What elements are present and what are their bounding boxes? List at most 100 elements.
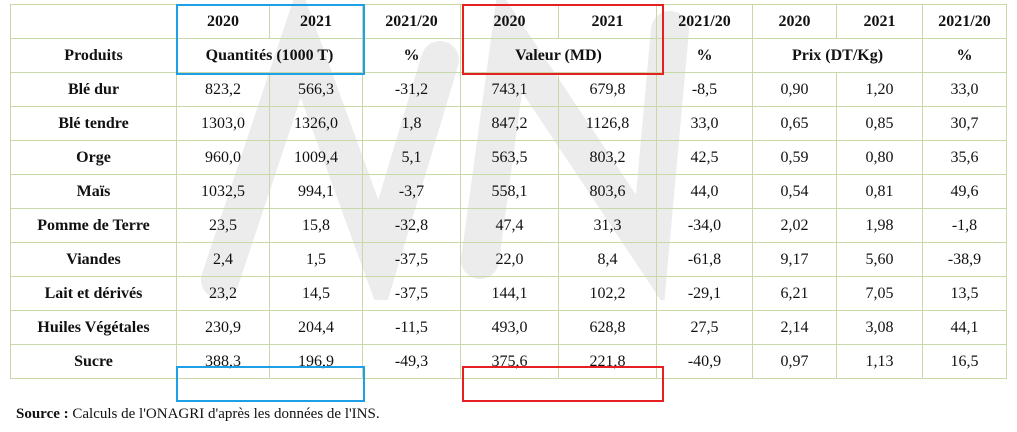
value-cell: 803,2 — [558, 140, 657, 175]
header-ratio: 2021/20 — [656, 4, 753, 39]
value-cell: 388,3 — [176, 344, 270, 379]
value-cell: 743,1 — [460, 72, 559, 107]
value-cell: -34,0 — [656, 208, 753, 243]
value-cell: 13,5 — [922, 276, 1007, 311]
value-cell: 0,85 — [836, 106, 923, 141]
value-cell: -31,2 — [362, 72, 461, 107]
value-cell: 30,7 — [922, 106, 1007, 141]
value-cell: -37,5 — [362, 276, 461, 311]
value-cell: 1032,5 — [176, 174, 270, 209]
product-name: Sucre — [10, 344, 177, 379]
header-year: 2020 — [176, 4, 270, 39]
table-row: Huiles Végétales 230,9 204,4 -11,5 493,0 628,… — [10, 310, 1007, 345]
header-ratio: 2021/20 — [362, 4, 461, 39]
value-cell: 5,60 — [836, 242, 923, 277]
value-cell: 42,5 — [656, 140, 753, 175]
value-cell: 35,6 — [922, 140, 1007, 175]
value-cell: 1,13 — [836, 344, 923, 379]
value-cell: 9,17 — [752, 242, 837, 277]
header-year: 2020 — [460, 4, 559, 39]
value-cell: 33,0 — [656, 106, 753, 141]
value-cell: 15,8 — [269, 208, 363, 243]
table-row: Lait et dérivés 23,2 14,5 -37,5 144,1 102,2 -2… — [10, 276, 1007, 311]
product-name: Huiles Végétales — [10, 310, 177, 345]
value-cell: 6,21 — [752, 276, 837, 311]
value-cell: -37,5 — [362, 242, 461, 277]
header-valeur: Valeur (MD) — [460, 38, 657, 73]
value-cell: 558,1 — [460, 174, 559, 209]
value-cell: 3,08 — [836, 310, 923, 345]
value-cell: -1,8 — [922, 208, 1007, 243]
value-cell: -8,5 — [656, 72, 753, 107]
value-cell: 230,9 — [176, 310, 270, 345]
value-cell: 8,4 — [558, 242, 657, 277]
header-produits: Produits — [10, 38, 177, 73]
product-name: Orge — [10, 140, 177, 175]
value-cell: 375,6 — [460, 344, 559, 379]
value-cell: 566,3 — [269, 72, 363, 107]
value-cell: -29,1 — [656, 276, 753, 311]
header-prix: Prix (DT/Kg) — [752, 38, 923, 73]
value-cell: 1303,0 — [176, 106, 270, 141]
value-cell: 0,97 — [752, 344, 837, 379]
value-cell: 1,5 — [269, 242, 363, 277]
header-percent: % — [362, 38, 461, 73]
value-cell: 22,0 — [460, 242, 559, 277]
value-cell: 23,5 — [176, 208, 270, 243]
table-row: Blé dur 823,2 566,3 -31,2 743,1 679,8 -8,5 0,90… — [10, 72, 1007, 107]
product-name: Blé dur — [10, 72, 177, 107]
product-name: Pomme de Terre — [10, 208, 177, 243]
value-cell: -32,8 — [362, 208, 461, 243]
value-cell: -61,8 — [656, 242, 753, 277]
value-cell: 7,05 — [836, 276, 923, 311]
value-cell: 2,14 — [752, 310, 837, 345]
value-cell: 823,2 — [176, 72, 270, 107]
value-cell: 1,98 — [836, 208, 923, 243]
value-cell: 1009,4 — [269, 140, 363, 175]
value-cell: 2,02 — [752, 208, 837, 243]
value-cell: 49,6 — [922, 174, 1007, 209]
table-row: Sucre 388,3 196,9 -49,3 375,6 221,8 -40,9 0,97 1… — [10, 344, 1007, 379]
value-cell: 628,8 — [558, 310, 657, 345]
value-cell: 960,0 — [176, 140, 270, 175]
value-cell: 44,0 — [656, 174, 753, 209]
product-name: Lait et dérivés — [10, 276, 177, 311]
value-cell: 31,3 — [558, 208, 657, 243]
value-cell: 16,5 — [922, 344, 1007, 379]
value-cell: 5,1 — [362, 140, 461, 175]
value-cell: -40,9 — [656, 344, 753, 379]
value-cell: 23,2 — [176, 276, 270, 311]
value-cell: 221,8 — [558, 344, 657, 379]
value-cell: 0,54 — [752, 174, 837, 209]
value-cell: 33,0 — [922, 72, 1007, 107]
header-year: 2021 — [836, 4, 923, 39]
header-year: 2021 — [269, 4, 363, 39]
table-row: Orge 960,0 1009,4 5,1 563,5 803,2 42,5 0,59 0,80… — [10, 140, 1007, 175]
table-row: Viandes 2,4 1,5 -37,5 22,0 8,4 -61,8 9,17 5,60 -3… — [10, 242, 1007, 277]
value-cell: 204,4 — [269, 310, 363, 345]
header-quantites: Quantités (1000 T) — [176, 38, 363, 73]
value-cell: 0,81 — [836, 174, 923, 209]
value-cell: 803,6 — [558, 174, 657, 209]
product-name: Maïs — [10, 174, 177, 209]
value-cell: 1326,0 — [269, 106, 363, 141]
value-cell: 0,80 — [836, 140, 923, 175]
value-cell: 0,59 — [752, 140, 837, 175]
value-cell: -3,7 — [362, 174, 461, 209]
value-cell: -49,3 — [362, 344, 461, 379]
value-cell: 27,5 — [656, 310, 753, 345]
header-year: 2021 — [558, 4, 657, 39]
value-cell: 1,8 — [362, 106, 461, 141]
value-cell: 102,2 — [558, 276, 657, 311]
value-cell: 679,8 — [558, 72, 657, 107]
table-row: Blé tendre 1303,0 1326,0 1,8 847,2 1126,8 33,0… — [10, 106, 1007, 141]
header-percent: % — [922, 38, 1007, 73]
header-percent: % — [656, 38, 753, 73]
value-cell: 493,0 — [460, 310, 559, 345]
value-cell: 196,9 — [269, 344, 363, 379]
product-name: Blé tendre — [10, 106, 177, 141]
value-cell: 0,90 — [752, 72, 837, 107]
value-cell: 2,4 — [176, 242, 270, 277]
value-cell: 44,1 — [922, 310, 1007, 345]
value-cell: 994,1 — [269, 174, 363, 209]
